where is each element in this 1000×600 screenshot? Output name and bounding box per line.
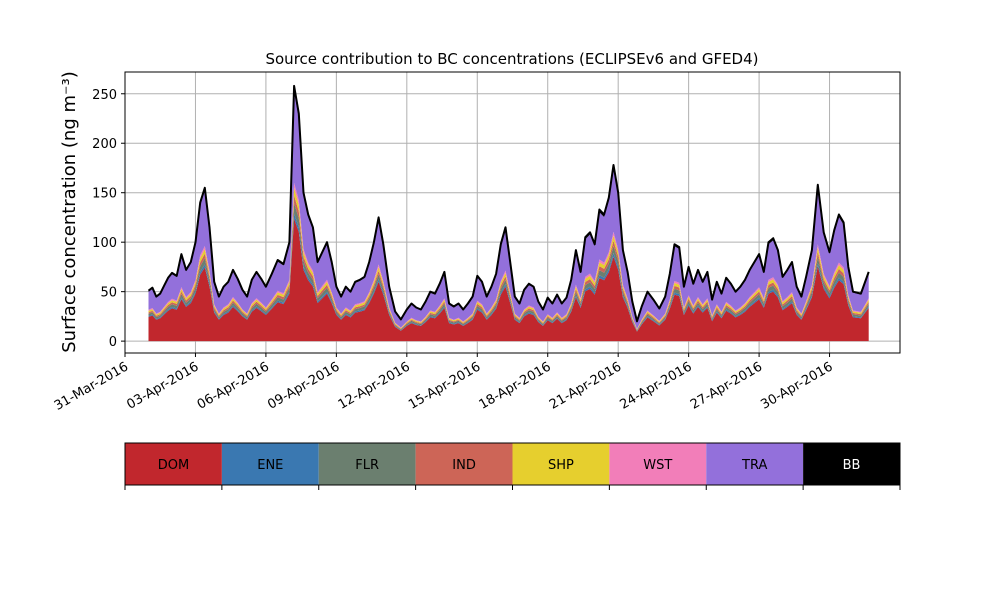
legend-swatch-ind [415,443,513,485]
legend-label-tra: TRA [741,458,767,473]
x-tick-label: 12-Apr-2016 [336,359,413,412]
legend-label-shp: SHP [548,458,574,473]
legend-swatch-dom [125,443,222,485]
y-tick-label: 100 [92,236,117,251]
x-tick-label: 24-Apr-2016 [618,359,695,412]
x-axis-ticks: 31-Mar-201603-Apr-201606-Apr-201609-Apr-… [52,353,836,414]
y-tick-label: 150 [92,187,117,202]
y-tick-label: 200 [92,137,117,152]
x-tick-label: 06-Apr-2016 [195,359,272,412]
x-tick-label: 09-Apr-2016 [265,359,342,412]
y-tick-label: 50 [100,286,117,301]
legend-swatch-bb [803,443,900,485]
y-tick-label: 250 [92,88,117,103]
legend-swatch-wst [609,443,707,485]
legend-label-wst: WST [643,458,672,473]
legend-label-ene: ENE [257,458,283,473]
y-axis-label: Surface concentration (ng m⁻³) [59,71,80,353]
legend-label-flr: FLR [355,458,379,473]
x-tick-label: 30-Apr-2016 [758,359,835,412]
x-tick-label: 18-Apr-2016 [477,359,554,412]
legend-swatch-flr [318,443,416,485]
total-series-line [147,84,870,323]
x-tick-label: 15-Apr-2016 [406,359,483,412]
legend-swatch-ene [221,443,319,485]
legend-label-bb: BB [843,458,861,473]
legend-swatch-shp [512,443,610,485]
x-tick-label: 21-Apr-2016 [547,359,624,412]
legend-label-ind: IND [452,458,476,473]
x-tick-label: 27-Apr-2016 [688,359,765,412]
plot-axes [124,71,901,354]
legend-label-dom: DOM [158,458,189,473]
legend-swatch-tra [706,443,804,485]
stacked-areas [148,85,869,342]
x-tick-label: 31-Mar-2016 [52,359,131,413]
plot-frame [124,71,901,354]
x-tick-label: 03-Apr-2016 [124,359,201,412]
area-dom [148,218,869,342]
total-line [147,84,870,323]
legend-colorbar: DOM ENE FLR IND SHP WST TRA BB [124,442,901,490]
chart-title: Source contribution to BC concentrations… [265,50,758,68]
y-tick-label: 0 [109,335,117,350]
y-axis-ticks: 0 50 100 150 200 250 [92,88,125,350]
